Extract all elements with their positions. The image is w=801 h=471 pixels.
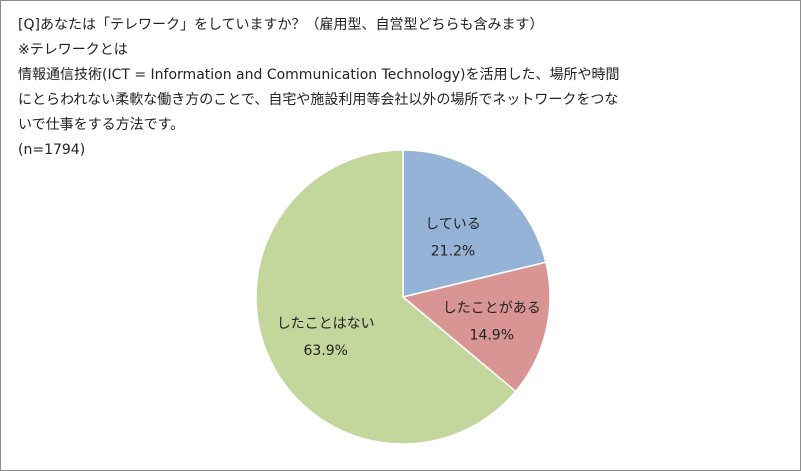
slice-name-shitakotowanai: したことはない (277, 316, 375, 332)
question-text: [Q]あなたは「テレワーク」をしていますか？（雇用型、自営型どちらも含みます） … (18, 13, 718, 163)
slice-name-shiteiru: している (425, 216, 481, 232)
question-line-2: ※テレワークとは (18, 42, 128, 58)
question-line-1: [Q]あなたは「テレワーク」をしていますか？（雇用型、自営型どちらも含みます） (18, 17, 544, 33)
question-line-4: にとらわれない柔軟な働き方のことで、自宅や施設利用等会社以外の場所でネットワーク… (18, 92, 619, 108)
pie-slice-shiteiru (402, 149, 547, 298)
pie-slice-shitakotowanai (255, 149, 517, 445)
slice-value-shitakotogaaru: 14.9% (470, 328, 514, 344)
question-line-3: 情報通信技術(ICT = Information and Communicati… (18, 67, 620, 83)
slice-value-shiteiru: 21.2% (431, 243, 475, 259)
sample-size: (n=1794) (18, 142, 86, 158)
slice-name-shitakotogaaru: したことがある (443, 301, 541, 317)
question-line-5: いで仕事をする方法です。 (18, 117, 185, 133)
slice-value-shitakotowanai: 63.9% (303, 343, 347, 359)
pie-slice-shitakotogaaru (401, 261, 551, 393)
